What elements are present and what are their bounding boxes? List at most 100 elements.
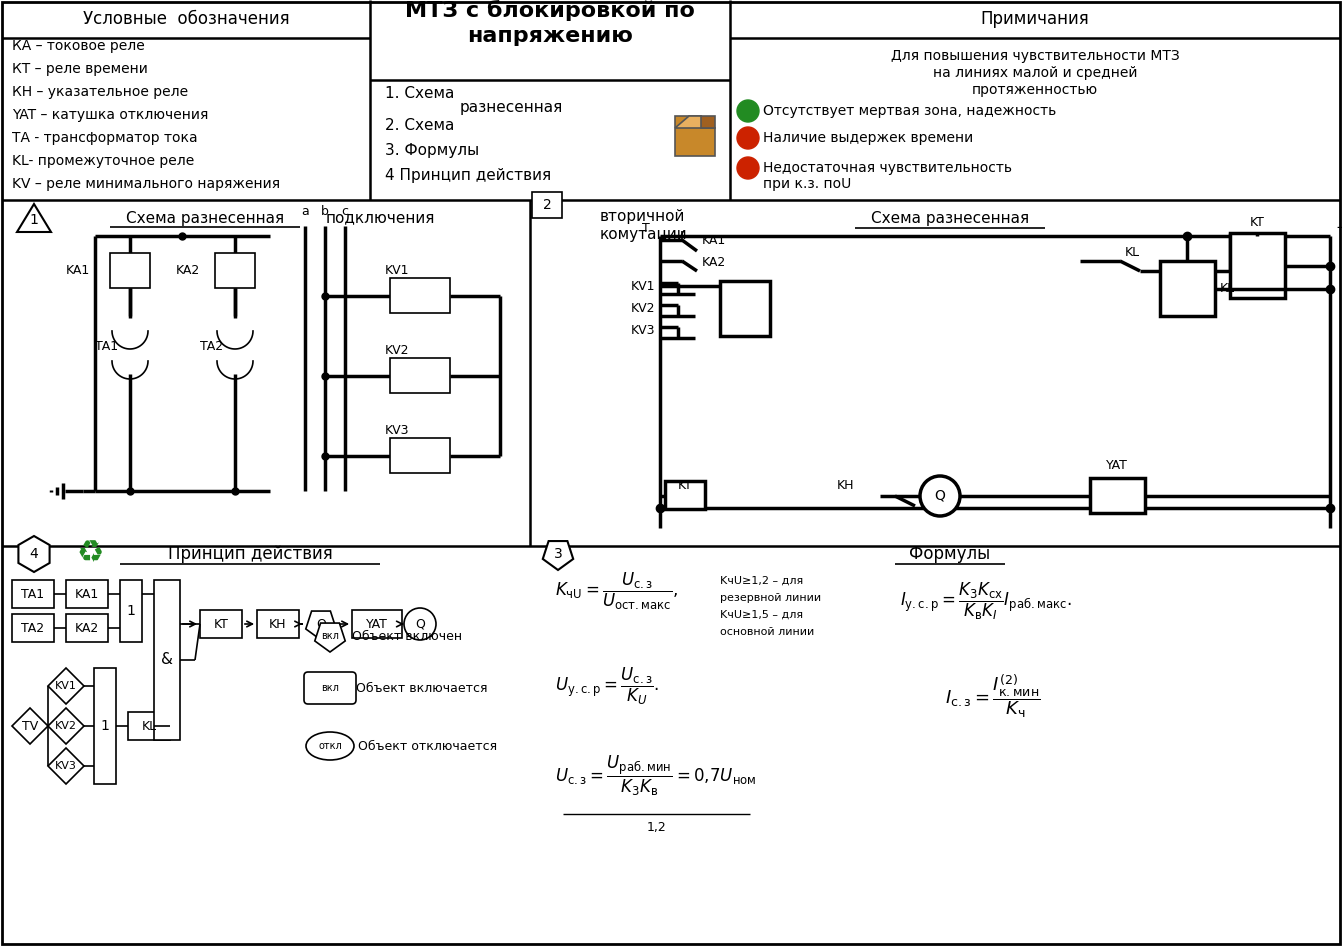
Polygon shape [315,623,345,652]
Bar [215,253,255,288]
Text: ✓: ✓ [743,106,753,116]
Bar [1090,478,1145,513]
Text: Для повышения чувствительности МТЗ: Для повышения чувствительности МТЗ [891,49,1180,63]
Bar [110,253,150,288]
Text: Q: Q [415,618,425,630]
Text: 4: 4 [30,547,39,561]
Circle shape [737,127,760,149]
Text: KA1: KA1 [66,265,90,277]
Text: $U_{\rm у.с.р} = \dfrac{U_{\rm с.з}}{K_U}$.: $U_{\rm у.с.р} = \dfrac{U_{\rm с.з}}{K_U… [556,665,659,707]
Polygon shape [48,668,85,704]
Text: 2. Схема: 2. Схема [385,118,455,133]
Text: Примичания: Примичания [981,10,1090,28]
Text: ♻: ♻ [76,539,103,569]
Polygon shape [675,116,715,156]
Text: $I_{\rm с.з} = \dfrac{I_{\rm к.мин}^{(2)}}{K_{\rm ч}}$: $I_{\rm с.з} = \dfrac{I_{\rm к.мин}^{(2)… [945,672,1041,720]
Text: TA1: TA1 [21,587,44,601]
Polygon shape [48,748,85,784]
Text: Объект включается: Объект включается [356,681,487,694]
Text: комутации: комутации [600,226,687,241]
Text: 1. Схема: 1. Схема [385,86,455,101]
Text: Недостаточная чувствительность: Недостаточная чувствительность [764,161,1012,175]
Polygon shape [542,541,573,570]
Text: 3. Формулы: 3. Формулы [385,144,479,159]
Text: 3: 3 [554,547,562,561]
Text: TA2: TA2 [21,622,44,635]
Text: KL: KL [1125,247,1141,259]
Text: KH: KH [270,618,287,630]
Text: KL- промежуточное реле: KL- промежуточное реле [12,154,195,168]
Circle shape [737,100,760,122]
Bar [258,610,299,638]
Text: Условные  обозначения: Условные обозначения [83,10,290,28]
Text: $K_{\rm чU} = \dfrac{U_{\rm с.з}}{U_{\rm ост.макс}}$,: $K_{\rm чU} = \dfrac{U_{\rm с.з}}{U_{\rm… [556,570,678,612]
Bar [352,610,403,638]
Text: подключения: подключения [325,211,435,225]
Text: KV2: KV2 [631,302,655,314]
Text: TA2: TA2 [200,340,223,353]
Text: KV3: KV3 [631,324,655,337]
Text: протяженностью: протяженностью [972,83,1098,97]
Text: 2: 2 [542,198,552,212]
Bar [666,481,705,509]
Text: KA2: KA2 [75,622,99,635]
Text: KA2: KA2 [702,256,726,270]
Text: c: c [341,205,349,218]
Text: 1: 1 [101,719,110,733]
Text: KT: KT [678,480,692,493]
Circle shape [404,608,436,640]
Polygon shape [19,536,50,572]
Text: YAT: YAT [1106,460,1127,472]
Text: Наличие выдержек времени: Наличие выдержек времени [764,131,973,145]
Polygon shape [48,708,85,744]
Text: вкл: вкл [321,631,340,641]
Text: TA1: TA1 [95,340,118,353]
Text: a: a [301,205,309,218]
Text: КТ – реле времени: КТ – реле времени [12,62,148,76]
Text: KV3: KV3 [385,425,409,437]
Bar [1231,233,1286,298]
Text: 1: 1 [126,604,136,618]
Text: Схема разнесенная: Схема разнесенная [871,211,1029,225]
Text: ТА - трансформатор тока: ТА - трансформатор тока [12,131,197,145]
Text: 4 Принцип действия: 4 Принцип действия [385,168,552,184]
Text: KH: KH [836,480,854,493]
Text: YAT: YAT [366,618,388,630]
Text: откл: откл [318,741,342,751]
Bar [391,358,450,393]
Bar [391,278,450,313]
Text: KL: KL [141,720,157,732]
Text: KV1: KV1 [55,681,76,691]
Bar [119,580,142,642]
Text: KV1: KV1 [385,265,409,277]
Text: KT: KT [1249,217,1264,230]
Text: KA2: KA2 [176,265,200,277]
Text: Формулы: Формулы [910,545,990,563]
Text: KV1: KV1 [631,279,655,292]
Text: KT: KT [213,618,228,630]
Text: разнесенная: разнесенная [460,100,564,115]
Polygon shape [675,116,715,128]
Polygon shape [701,116,715,128]
Ellipse shape [306,732,354,760]
Bar [66,580,107,608]
Text: 1,2: 1,2 [647,821,667,834]
Text: Схема разнесенная: Схема разнесенная [126,211,285,225]
Text: при к.з. поU: при к.з. поU [764,177,851,191]
Bar [200,610,242,638]
Text: 1: 1 [30,213,39,227]
Bar [391,438,450,473]
Text: на линиях малой и средней: на линиях малой и средней [933,66,1137,80]
Text: YAT – катушка отключения: YAT – катушка отключения [12,108,208,122]
Text: KA1: KA1 [75,587,99,601]
Polygon shape [12,708,48,744]
Circle shape [737,157,760,179]
Text: основной линии: основной линии [721,627,815,637]
Bar [127,712,170,740]
Text: b: b [321,205,329,218]
Circle shape [921,476,960,516]
Text: вкл: вкл [321,683,340,693]
Text: ✕: ✕ [743,163,753,173]
Text: Q: Q [934,489,945,503]
Text: KL: KL [1220,283,1235,295]
